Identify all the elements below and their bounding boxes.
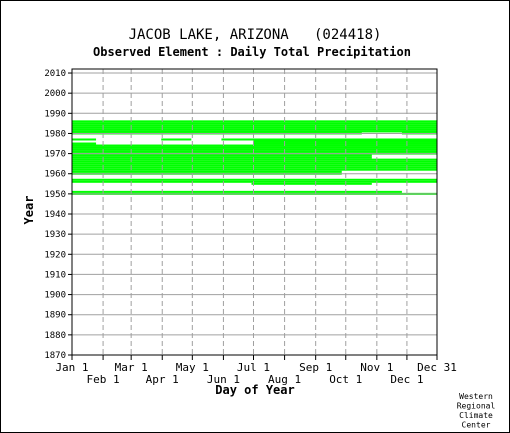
record-bar [72, 170, 342, 173]
record-bar [251, 182, 372, 185]
record-bar [72, 148, 437, 151]
x-tick-label: Aug 1 [268, 373, 301, 386]
record-bar [72, 162, 437, 165]
record-bar [161, 138, 192, 141]
y-tick-label: 2000 [44, 89, 66, 99]
chart-title: JACOB LAKE, ARIZONA (024418) [129, 27, 382, 43]
credit-line: Climate [459, 411, 493, 420]
x-tick-label: Feb 1 [87, 373, 120, 386]
y-tick-label: 1930 [44, 230, 66, 240]
axes [71, 68, 438, 356]
y-tick-label: 1880 [44, 331, 66, 341]
y-tick-label: 1870 [44, 351, 66, 361]
record-bar [72, 144, 437, 147]
record-bar [72, 142, 97, 145]
y-tick-label: 1910 [44, 270, 66, 280]
y-tick-label: 1920 [44, 250, 66, 260]
y-axis-label: Year [22, 196, 36, 225]
record-bar [72, 130, 437, 133]
record-bar [72, 180, 437, 183]
record-bar [72, 160, 437, 163]
x-tick-label: Jul 1 [237, 361, 270, 374]
y-tick-label: 1950 [44, 190, 66, 200]
record-bar [72, 168, 437, 171]
y-tick-label: 1980 [44, 129, 66, 139]
x-tick-label: Jan 1 [55, 361, 88, 374]
plot-area [72, 69, 437, 355]
credit-line: Center [462, 421, 491, 430]
record-bar [72, 156, 372, 159]
x-tick-label: Sep 1 [299, 361, 332, 374]
record-bar [72, 166, 437, 169]
plot-border [71, 68, 438, 356]
record-bar [253, 140, 437, 143]
x-tick-label: May 1 [176, 361, 209, 374]
record-bar [72, 190, 402, 193]
x-tick-label: Oct 1 [329, 373, 362, 386]
record-bar [221, 138, 437, 141]
record-bar [72, 138, 97, 141]
record-bar [72, 122, 437, 125]
plot-background [72, 69, 437, 355]
x-tick-label: Nov 1 [360, 361, 393, 374]
record-bar [72, 154, 372, 157]
y-tick-label: 1900 [44, 291, 66, 301]
y-tick-label: 1940 [44, 210, 66, 220]
record-bar [72, 128, 437, 131]
x-tick-label: Apr 1 [146, 373, 179, 386]
x-tick-label: Jun 1 [207, 373, 240, 386]
x-tick-label: Mar 1 [115, 361, 148, 374]
record-bar [72, 120, 437, 123]
record-bar [72, 164, 437, 167]
credit-line: Western [459, 392, 493, 401]
y-tick-label: 1990 [44, 109, 66, 119]
record-bar [72, 124, 437, 127]
record-bar [72, 126, 437, 129]
record-bar [72, 158, 437, 161]
x-axis-ticks: Jan 1 Mar 1 May 1 Jul 1 Sep 1 Nov 1 Dec 31 Feb … [55, 355, 457, 386]
x-tick-label: Dec 1 [390, 373, 423, 386]
x-axis-label: Day of Year [215, 383, 294, 397]
y-tick-label: 1890 [44, 311, 66, 321]
y-axis-ticks: 1870 1880 1890 1900 1910 1920 1930 1940 1950 1960… [44, 69, 72, 361]
y-tick-label: 2010 [44, 69, 66, 79]
y-tick-label: 1960 [44, 170, 66, 180]
record-bar [72, 150, 437, 153]
record-bar [253, 142, 437, 145]
chart-subtitle: Observed Element : Daily Total Precipita… [93, 45, 411, 59]
y-tick-label: 1970 [44, 150, 66, 160]
record-bar [72, 178, 437, 181]
credit-line: Regional [457, 402, 496, 411]
record-bar [72, 146, 437, 149]
x-tick-label: Dec 31 [417, 361, 457, 374]
